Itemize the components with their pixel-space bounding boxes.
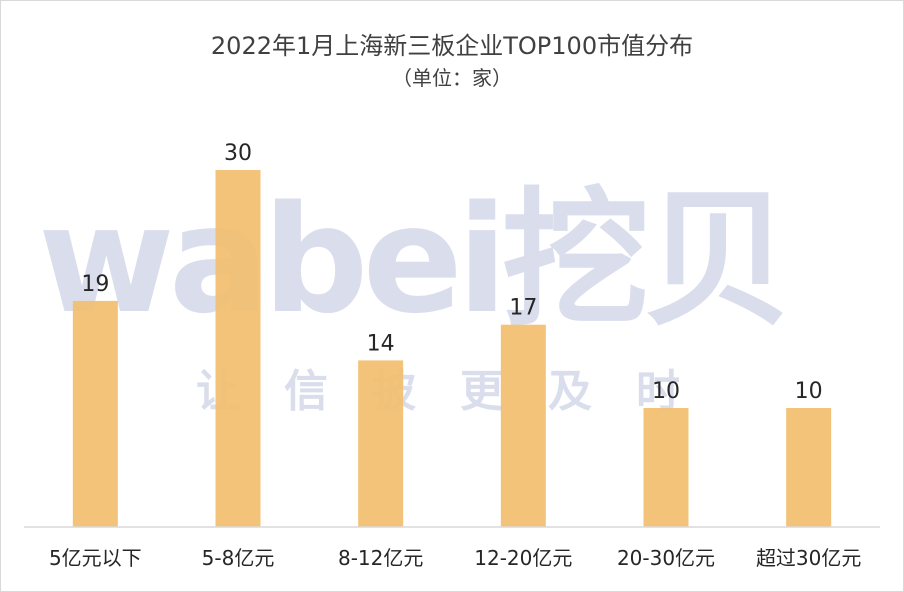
bar-group xyxy=(72,170,832,527)
category-label-5: 20-30亿元 xyxy=(617,546,715,570)
chart-title: 2022年1月上海新三板企业TOP100市值分布 xyxy=(210,32,694,60)
bar-3 xyxy=(358,360,404,527)
value-label-2: 30 xyxy=(224,141,252,166)
bar-2 xyxy=(215,170,261,527)
category-label-4: 12-20亿元 xyxy=(474,546,572,570)
value-label-6: 10 xyxy=(795,379,823,404)
category-label-2: 5-8亿元 xyxy=(202,546,275,570)
chart-subtitle: （单位：家） xyxy=(392,66,512,90)
value-label-3: 14 xyxy=(367,331,395,356)
value-label-5: 10 xyxy=(652,379,680,404)
category-label-1: 5亿元以下 xyxy=(49,546,142,570)
category-label-group: 5亿元以下 5-8亿元 8-12亿元 12-20亿元 20-30亿元 超过30亿元 xyxy=(49,546,861,570)
category-label-6: 超过30亿元 xyxy=(756,546,861,570)
bar-6 xyxy=(786,408,832,527)
category-label-3: 8-12亿元 xyxy=(338,546,423,570)
bar-5 xyxy=(643,408,689,527)
value-label-group: 19 30 14 17 10 10 xyxy=(81,141,822,404)
bar-4 xyxy=(500,324,546,527)
value-label-1: 19 xyxy=(81,272,109,297)
bar-1 xyxy=(72,300,118,527)
value-label-4: 17 xyxy=(509,296,537,321)
